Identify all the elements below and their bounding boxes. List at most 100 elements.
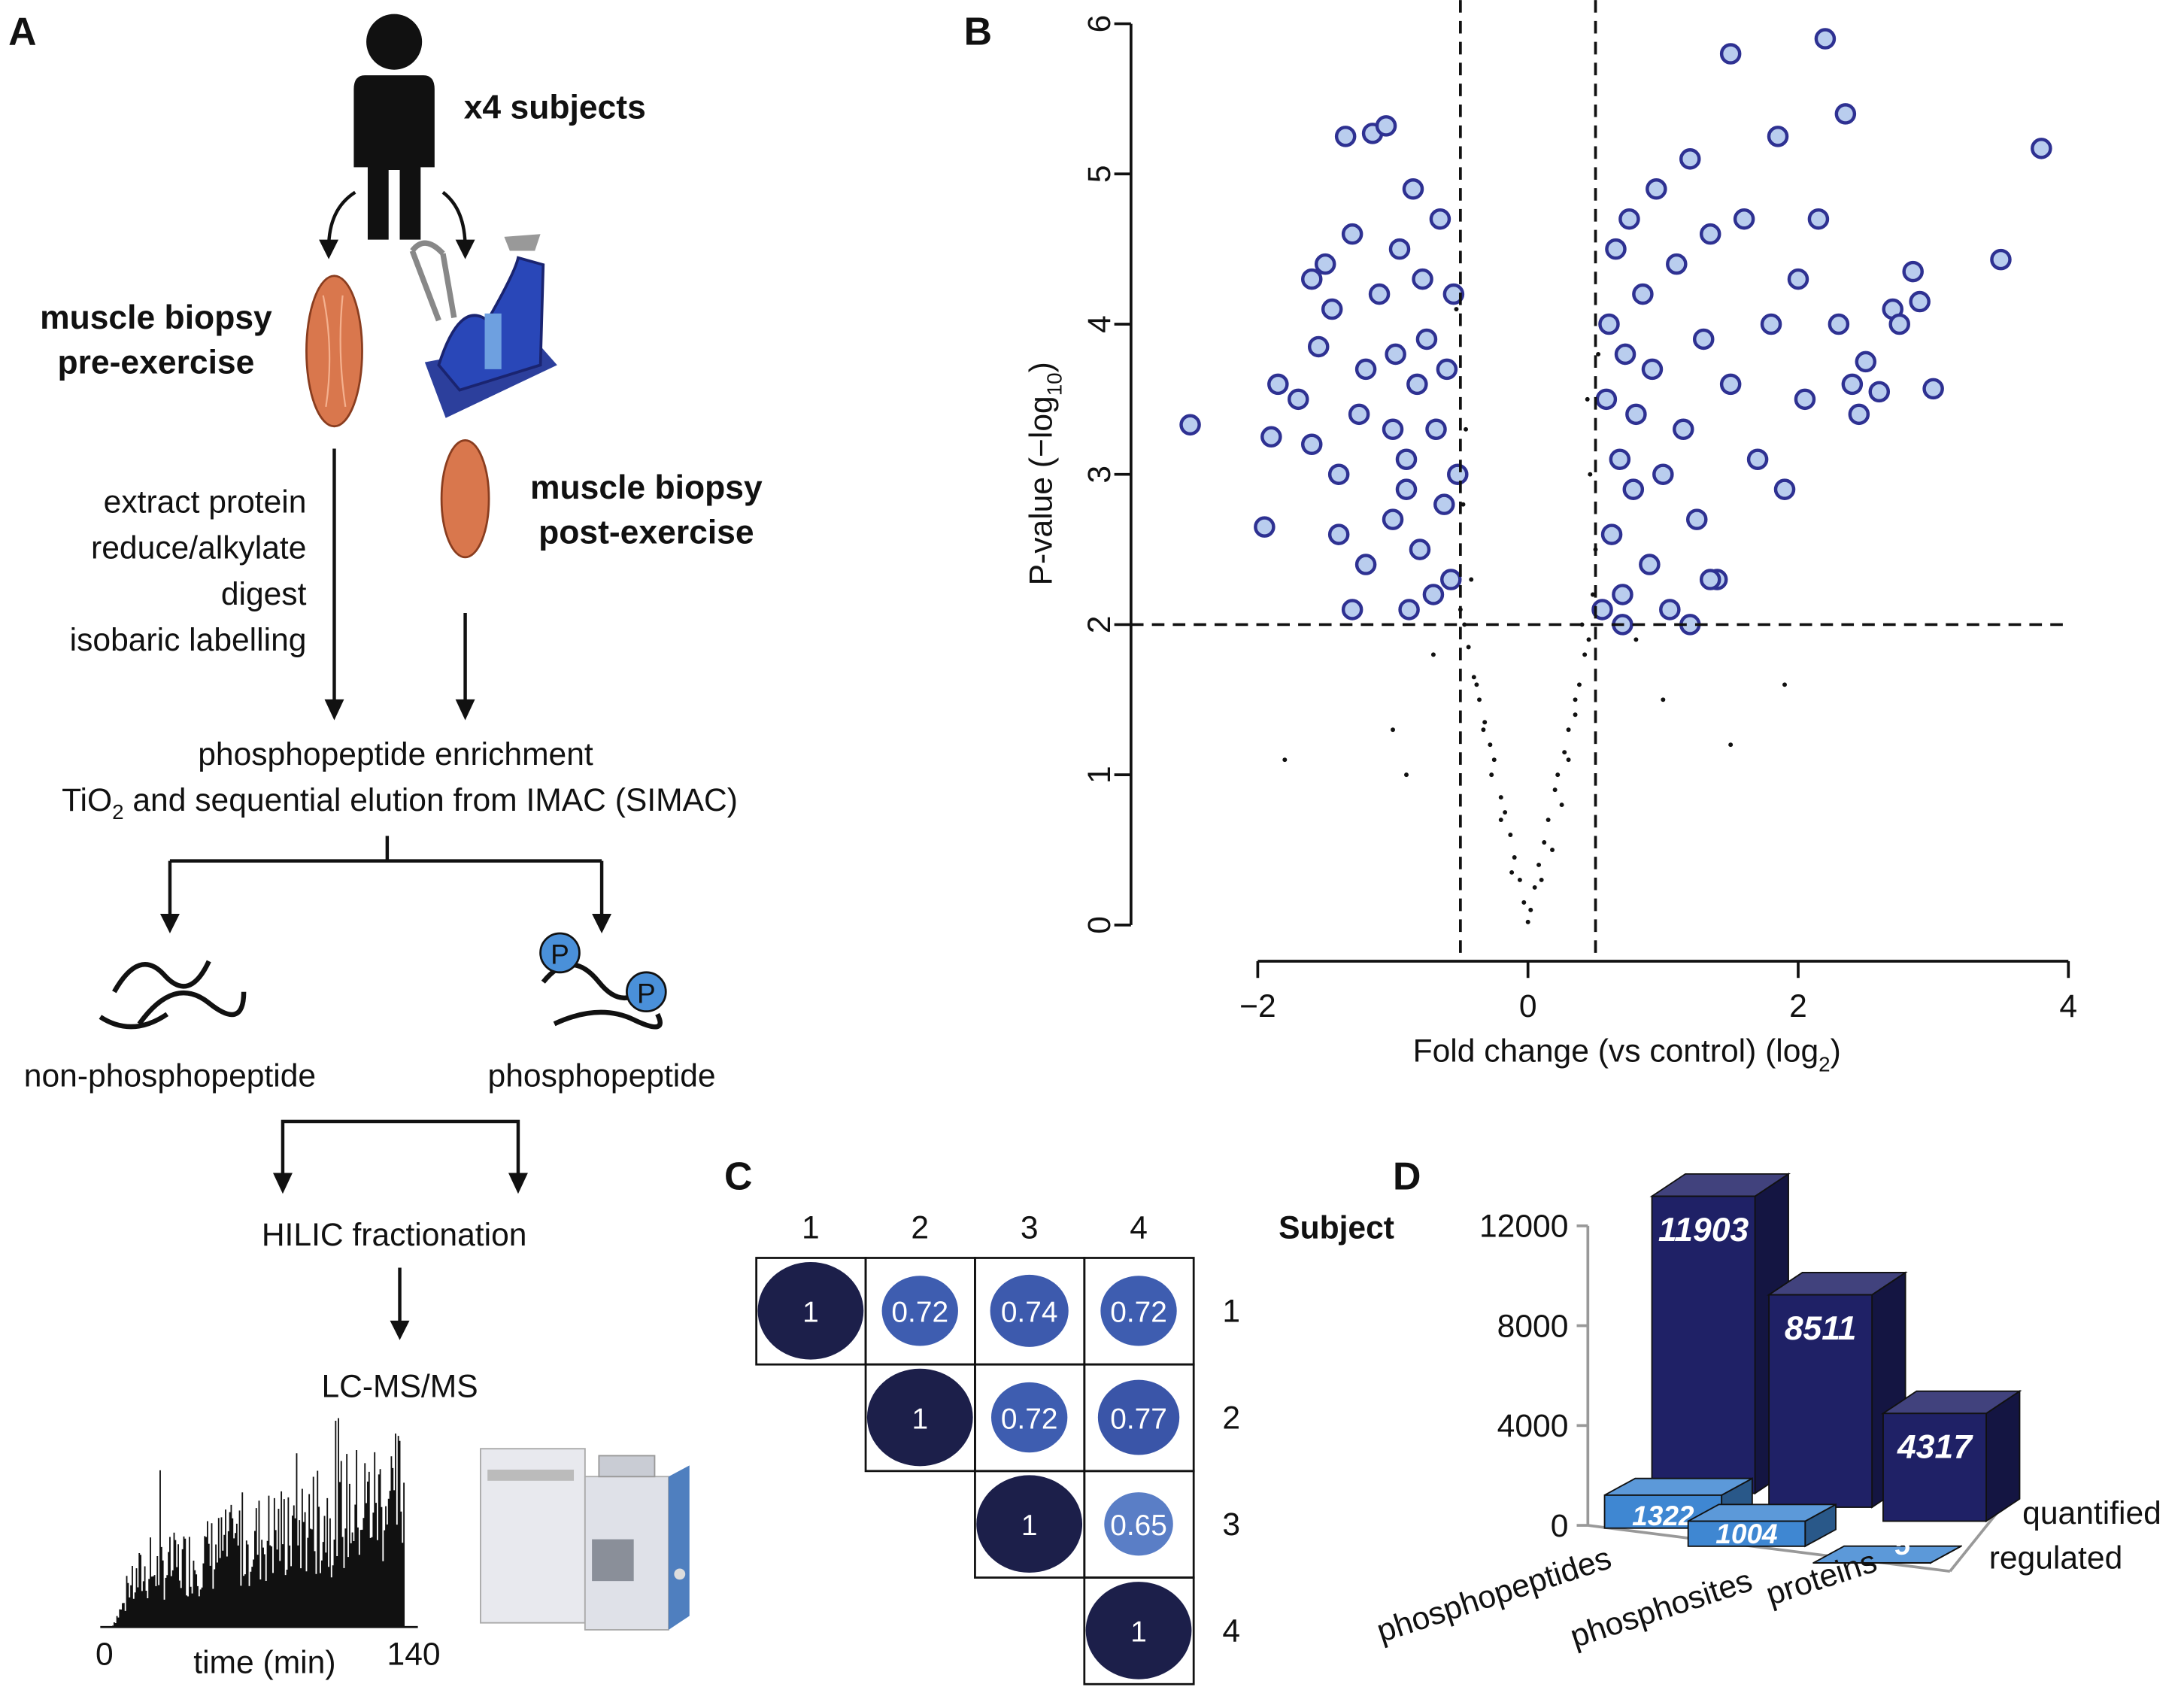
person-head — [366, 14, 423, 70]
data-point — [1562, 750, 1567, 755]
data-point — [1641, 358, 1664, 381]
correlation-circle — [757, 1262, 864, 1360]
subscript: 10 — [1042, 372, 1066, 396]
bar-front — [1768, 1294, 1873, 1508]
x-tick-label: −2 — [1239, 988, 1276, 1024]
data-point — [1614, 343, 1636, 366]
value-label: 1 — [802, 1297, 819, 1329]
y-tick-label: 2 — [1081, 616, 1118, 634]
data-point — [1498, 818, 1503, 823]
chromatogram-tick: 140 — [387, 1636, 441, 1672]
data-point — [1341, 599, 1363, 620]
data-point — [1447, 463, 1469, 485]
data-point — [1464, 426, 1469, 432]
phospho-label: P — [637, 978, 656, 1009]
data-point — [1391, 727, 1396, 733]
text-part: Fold change (vs control) (log — [1413, 1033, 1819, 1069]
arrowhead — [273, 1173, 528, 1194]
data-point — [1395, 448, 1418, 470]
mass-spec-icon — [480, 1448, 690, 1631]
data-point — [1314, 253, 1336, 275]
data-point — [1512, 855, 1517, 860]
phospho-group — [626, 971, 667, 1013]
data-point — [1482, 720, 1488, 725]
data-point — [1773, 478, 1796, 500]
instrument-knob — [674, 1568, 686, 1580]
correlation-circle — [866, 1368, 973, 1467]
data-point — [1588, 472, 1593, 477]
phospho-group — [539, 932, 581, 974]
data-point — [1591, 599, 1613, 620]
arrowhead — [455, 699, 475, 721]
chromatogram-axis-label: time (min) — [193, 1644, 335, 1680]
x-tick-label: 0 — [1519, 988, 1537, 1024]
data-point — [1481, 727, 1486, 733]
value-label: 1 — [912, 1403, 928, 1435]
arrowhead — [455, 239, 475, 259]
value-label: 0.74 — [1001, 1297, 1058, 1329]
data-point — [1888, 313, 1910, 335]
correlation-matrix: 1 1 2 2 3 3 4 4 Subject 1 0.72 0.74 0.72 1 0.72 0.77 1 0.… — [755, 1210, 1394, 1685]
step-label: TiO2 and sequential elution from IMAC (S… — [62, 782, 738, 824]
instrument-side — [668, 1465, 690, 1630]
data-point — [2031, 138, 2052, 159]
data-point — [1321, 298, 1343, 320]
chromatogram-trace — [112, 1418, 405, 1628]
step-label: HILIC fractionation — [262, 1217, 527, 1253]
y-tick-label: 1 — [1081, 766, 1118, 784]
subscript: 2 — [112, 800, 123, 824]
data-point — [1760, 313, 1782, 335]
data-point — [1652, 463, 1674, 485]
data-point — [1632, 283, 1654, 305]
data-point — [1559, 803, 1564, 808]
peptide-label: phosphopeptide — [488, 1058, 716, 1094]
y-tick-label: 0 — [1081, 916, 1118, 934]
data-point — [1509, 869, 1515, 875]
data-point — [1412, 268, 1433, 290]
data-point — [1425, 418, 1447, 441]
data-point — [1354, 554, 1377, 575]
arrowhead — [319, 239, 339, 259]
data-point — [1868, 381, 1891, 403]
data-point — [1719, 43, 1742, 65]
step-label: extract protein — [104, 484, 307, 520]
data-point — [1622, 478, 1645, 500]
data-point — [1532, 884, 1537, 890]
y-tick-label: 0 — [1551, 1508, 1569, 1544]
floor-edge — [1588, 1524, 1951, 1573]
data-point — [1828, 313, 1850, 335]
value-label: 0.77 — [1110, 1403, 1167, 1435]
arrowhead — [390, 1320, 410, 1340]
data-point — [1814, 28, 1837, 50]
data-point — [1598, 313, 1620, 335]
text-part: ) — [1831, 1033, 1841, 1069]
data-point — [1260, 426, 1282, 448]
column-label: 3 — [1021, 1210, 1039, 1246]
instrument-tray — [598, 1455, 656, 1478]
data-point — [1409, 539, 1431, 560]
data-point — [1539, 877, 1544, 882]
column-label: 2 — [911, 1210, 929, 1246]
step-label: digest — [221, 576, 307, 612]
data-point — [1454, 307, 1459, 311]
data-point — [1585, 396, 1590, 402]
data-point — [1415, 328, 1438, 350]
step-label: LC-MS/MS — [321, 1369, 478, 1405]
chromatogram — [100, 1418, 418, 1628]
bike-seat — [504, 234, 541, 251]
data-point — [1300, 268, 1323, 290]
peptide-label: non-phosphopeptide — [24, 1058, 316, 1094]
data-point — [1841, 373, 1864, 396]
value-label: 0.72 — [1001, 1403, 1058, 1435]
data-point — [1488, 742, 1493, 748]
data-point — [1600, 523, 1623, 545]
muscle-icon — [440, 438, 490, 559]
data-point — [1666, 253, 1688, 275]
data-point — [1503, 810, 1508, 815]
data-point — [1461, 502, 1466, 507]
data-point — [1573, 712, 1578, 718]
bike-panel — [484, 313, 502, 369]
data-point — [1469, 577, 1474, 582]
chromatogram-tick: 0 — [96, 1636, 114, 1672]
value-label: 1 — [1021, 1510, 1038, 1542]
